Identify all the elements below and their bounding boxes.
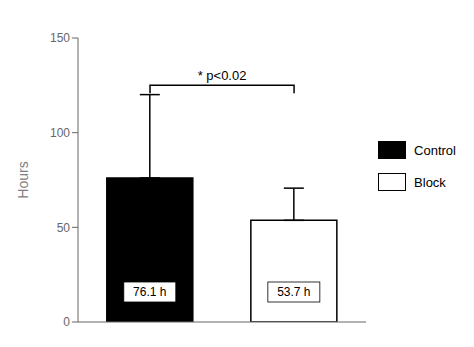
svg-text:76.1 h: 76.1 h [133, 285, 166, 299]
svg-text:50: 50 [57, 221, 71, 235]
svg-text:150: 150 [50, 31, 70, 45]
svg-text:100: 100 [50, 126, 70, 140]
html-text:Block: Block [414, 174, 446, 190]
svg-text:53.7 h: 53.7 h [277, 285, 310, 299]
svg-text:0: 0 [63, 315, 70, 329]
svg-text:* p<0.02: * p<0.02 [198, 68, 247, 83]
html-text:Control: Control [414, 142, 456, 158]
svg-text:Hours: Hours [15, 161, 31, 198]
